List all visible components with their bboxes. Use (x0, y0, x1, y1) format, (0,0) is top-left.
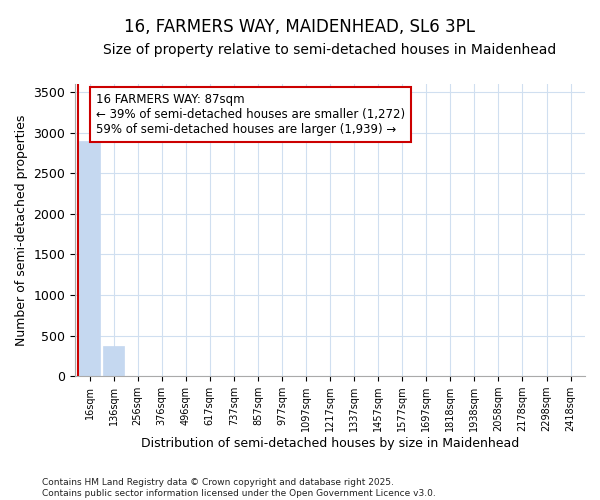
Bar (103, 346, 124, 376)
Text: 16, FARMERS WAY, MAIDENHEAD, SL6 3PL: 16, FARMERS WAY, MAIDENHEAD, SL6 3PL (125, 18, 476, 36)
Title: Size of property relative to semi-detached houses in Maidenhead: Size of property relative to semi-detach… (103, 42, 557, 56)
Text: Contains HM Land Registry data © Crown copyright and database right 2025.
Contai: Contains HM Land Registry data © Crown c… (42, 478, 436, 498)
Text: 16 FARMERS WAY: 87sqm
← 39% of semi-detached houses are smaller (1,272)
59% of s: 16 FARMERS WAY: 87sqm ← 39% of semi-deta… (95, 93, 404, 136)
X-axis label: Distribution of semi-detached houses by size in Maidenhead: Distribution of semi-detached houses by … (141, 437, 519, 450)
Bar (79, 141, 100, 376)
Y-axis label: Number of semi-detached properties: Number of semi-detached properties (15, 114, 28, 346)
